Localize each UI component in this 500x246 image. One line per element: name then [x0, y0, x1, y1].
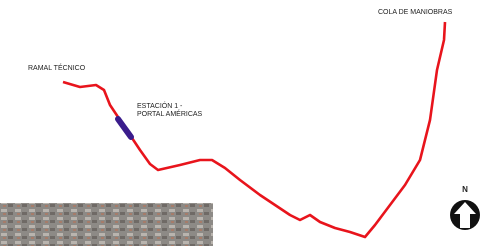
station-segment — [118, 119, 131, 137]
ramal-label: RAMAL TÉCNICO — [28, 63, 86, 72]
map: RAMAL TÉCNICO ESTACIÓN 1 - PORTAL AMÉRIC… — [0, 0, 500, 246]
cola-label: COLA DE MANIOBRAS — [378, 9, 453, 16]
station-label: ESTACIÓN 1 - — [137, 101, 183, 110]
north-label: N — [462, 185, 468, 194]
station-label: PORTAL AMÉRICAS — [137, 109, 203, 118]
north-arrow: N — [450, 185, 480, 230]
aerial-photo — [0, 203, 213, 246]
